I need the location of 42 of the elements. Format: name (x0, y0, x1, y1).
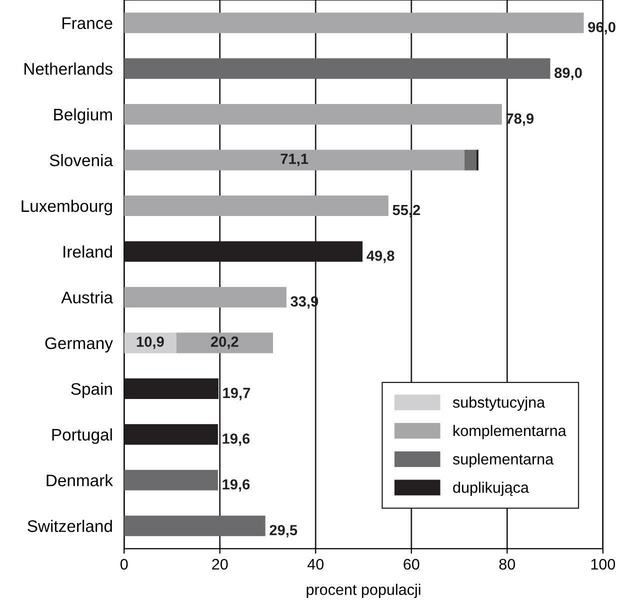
data-label: 49,8 (366, 250, 394, 264)
x-tick-label: 0 (120, 558, 128, 570)
x-tick-label: 20 (212, 558, 228, 570)
y-tick-label: Luxembourg (22, 200, 112, 216)
bar (124, 12, 584, 34)
y-tick-label: Netherlands (24, 62, 112, 75)
x-tick-label: 100 (591, 558, 616, 570)
x-axis-title: procent populacji (306, 584, 420, 598)
x-tick-label: 60 (404, 558, 420, 570)
y-tick-label: Switzerland (28, 520, 112, 532)
bar (124, 516, 266, 536)
bar (124, 195, 388, 216)
bar (124, 150, 465, 170)
y-tick-label: Belgium (54, 108, 112, 124)
bar (124, 286, 286, 308)
data-label: 19,6 (222, 433, 250, 446)
bar (124, 58, 550, 79)
y-tick-label: Slovenia (50, 154, 113, 166)
y-tick-label: Portugal (52, 428, 112, 444)
y-tick-label: France (62, 17, 112, 30)
x-tick-label: 80 (499, 558, 516, 570)
y-tick-label: Denmark (46, 474, 114, 486)
data-label: 19,7 (223, 388, 250, 400)
data-label: 89,0 (554, 68, 582, 80)
legend-label: suplementarna (452, 453, 554, 468)
legend-label: substytucyjna (452, 396, 546, 411)
data-label: 19,6 (222, 479, 250, 492)
y-tick-label: Germany (45, 337, 113, 352)
bar (124, 470, 218, 490)
bar (176, 332, 274, 354)
x-tick-label: 40 (307, 558, 324, 570)
data-label: 71,1 (280, 154, 308, 166)
bar (124, 104, 502, 125)
y-tick-label: Ireland (64, 245, 112, 258)
data-label: 10,9 (136, 336, 164, 349)
y-tick-label: Austria (61, 291, 113, 304)
bar (464, 150, 477, 170)
data-label: 20,2 (210, 336, 238, 349)
legend-label: duplikująca (453, 482, 529, 496)
y-tick-label: Spain (71, 382, 112, 398)
data-label: 29,5 (270, 524, 298, 538)
legend-label: komplementarna (454, 424, 566, 440)
